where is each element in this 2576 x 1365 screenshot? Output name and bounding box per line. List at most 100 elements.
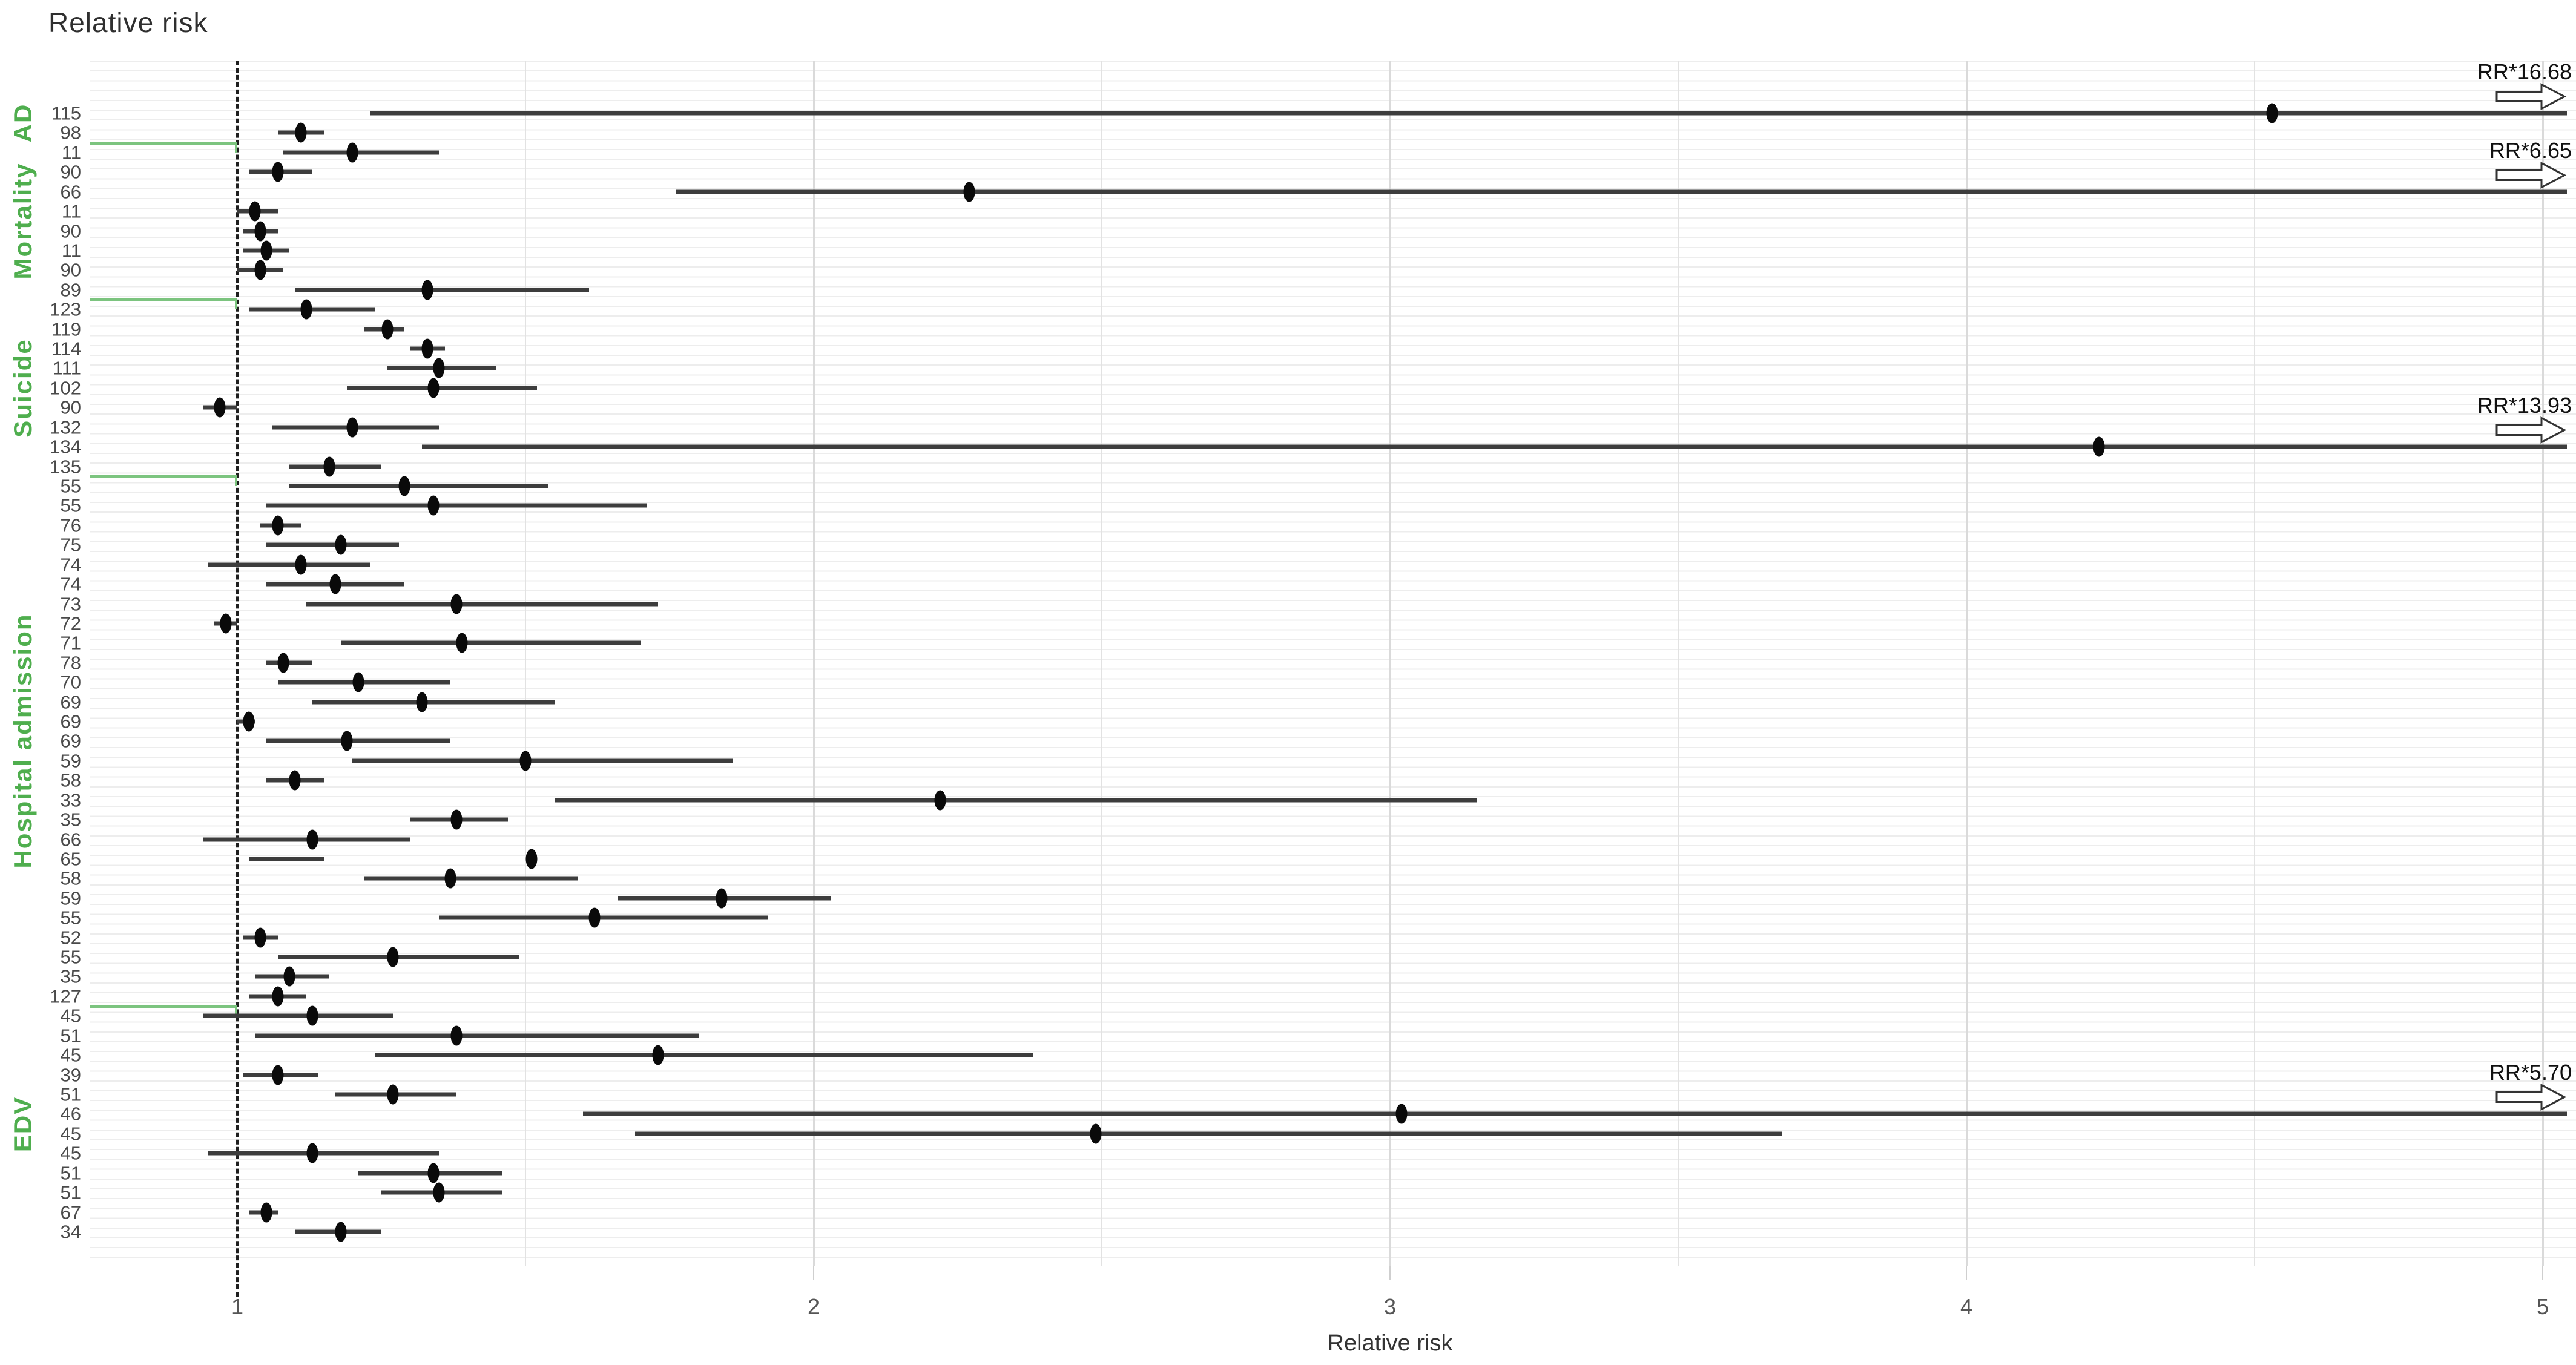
row-label: 90 (60, 396, 81, 418)
point-estimate-dot (433, 358, 445, 378)
row-label: 72 (60, 613, 81, 634)
point-estimate-dot (525, 849, 538, 869)
row-label: 69 (60, 691, 81, 713)
row-label: 55 (60, 907, 81, 929)
confidence-interval-bar (283, 150, 440, 155)
confidence-interval-bar (202, 837, 410, 842)
confidence-interval-bar (295, 288, 589, 292)
point-estimate-dot (283, 966, 295, 987)
x-axis-tick-label: 1 (231, 1294, 244, 1319)
major-gridline (812, 61, 815, 1266)
point-estimate-dot (716, 888, 728, 909)
plot-title: Relative risk (48, 7, 208, 38)
confidence-interval-bar (202, 1013, 394, 1018)
x-axis-tick (1966, 1266, 1967, 1280)
confidence-interval-bar (346, 386, 538, 390)
row-label: 132 (50, 416, 81, 438)
point-estimate-dot (427, 1163, 440, 1183)
major-gridline (2541, 61, 2544, 1266)
x-axis-tick (1389, 1266, 1391, 1280)
point-estimate-dot (306, 1143, 318, 1163)
point-estimate-dot (519, 751, 532, 771)
point-estimate-dot (260, 1202, 272, 1223)
row-label: 45 (60, 1142, 81, 1164)
point-estimate-dot (387, 1084, 399, 1105)
confidence-interval-bar (364, 876, 578, 881)
row-label: 119 (51, 318, 81, 340)
reference-line (236, 61, 239, 1297)
arrow-annotation-label: RR*6.65 (2489, 137, 2572, 163)
point-estimate-dot (346, 417, 358, 438)
confidence-interval-bar (249, 307, 376, 312)
point-estimate-dot (243, 711, 255, 732)
row-label: 65 (60, 848, 81, 870)
point-estimate-dot (387, 947, 399, 967)
arrow-right-icon (2495, 416, 2567, 448)
point-estimate-dot (254, 260, 266, 280)
point-estimate-dot (295, 554, 307, 575)
row-label: 134 (50, 436, 81, 458)
row-label: 78 (60, 652, 81, 674)
facet-separator (90, 475, 237, 486)
point-estimate-dot (254, 221, 266, 242)
point-estimate-dot (272, 515, 284, 536)
point-estimate-dot (450, 809, 463, 830)
row-label: 90 (60, 259, 81, 281)
row-label: 34 (60, 1221, 81, 1243)
point-estimate-dot (381, 319, 394, 340)
row-label: 73 (60, 593, 81, 614)
x-axis-tick (2542, 1266, 2543, 1280)
point-estimate-dot (450, 594, 463, 614)
confidence-interval-bar (341, 640, 641, 645)
confidence-interval-bar (375, 1053, 1033, 1057)
confidence-interval-bar (266, 660, 312, 665)
facet-separator-tick (235, 300, 237, 309)
row-label: 66 (60, 829, 81, 850)
confidence-interval-bar (277, 955, 520, 959)
row-label: 35 (60, 965, 81, 987)
point-estimate-dot (306, 829, 318, 850)
row-label: 135 (50, 456, 81, 478)
row-label: 69 (60, 711, 81, 732)
point-estimate-dot (323, 456, 335, 477)
row-label: 45 (60, 1044, 81, 1066)
row-label: 69 (60, 730, 81, 752)
row-label: 74 (60, 554, 81, 576)
point-estimate-dot (2266, 103, 2278, 123)
row-label: 45 (60, 1005, 81, 1027)
arrow-annotation-label: RR*13.93 (2477, 393, 2572, 418)
major-gridline (1965, 61, 1968, 1266)
plot-panel (90, 61, 2576, 1266)
row-label: 51 (60, 1162, 81, 1184)
point-estimate-dot (260, 240, 272, 261)
point-estimate-dot (214, 397, 226, 418)
row-label: 58 (60, 867, 81, 889)
row-label: 67 (60, 1202, 81, 1223)
confidence-interval-bar (583, 1111, 2567, 1116)
point-estimate-dot (335, 534, 347, 555)
point-estimate-dot (427, 378, 440, 398)
arrow-right-icon (2495, 160, 2567, 192)
point-estimate-dot (272, 162, 284, 182)
row-label: 51 (60, 1084, 81, 1105)
point-estimate-dot (450, 1025, 463, 1046)
row-label: 75 (60, 534, 81, 556)
row-label: 45 (60, 1123, 81, 1145)
facet-separator-tick (235, 143, 237, 153)
row-label: 51 (60, 1182, 81, 1203)
row-label: 39 (60, 1064, 81, 1086)
confidence-interval-bar (266, 542, 399, 547)
row-label: 55 (60, 495, 81, 516)
confidence-interval-bar (421, 444, 2567, 449)
x-axis-tick-label: 4 (1960, 1294, 1973, 1319)
point-estimate-dot (456, 633, 468, 653)
confidence-interval-bar (249, 857, 324, 861)
facet-separator (90, 1005, 237, 1016)
arrow-right-icon (2495, 1083, 2567, 1115)
row-label: 51 (60, 1025, 81, 1047)
point-estimate-dot (295, 122, 307, 143)
row-label: 46 (60, 1103, 81, 1125)
confidence-interval-bar (306, 602, 658, 606)
row-label: 76 (60, 515, 81, 536)
point-estimate-dot (1090, 1123, 1102, 1144)
